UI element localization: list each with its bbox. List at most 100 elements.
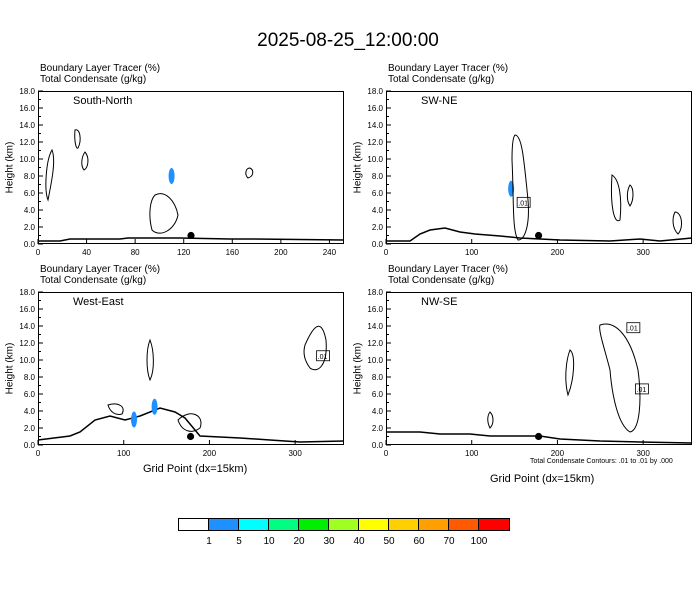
panel4-xlabel: Grid Point (dx=15km) [490, 473, 595, 485]
y-tick-label: 10.0 [367, 356, 383, 365]
x-tick-label: 100 [117, 449, 131, 458]
panel3-field-title-1: Boundary Layer Tracer (%) [40, 264, 161, 275]
y-tick-label: 4.0 [372, 407, 384, 416]
y-tick-label: 10.0 [19, 356, 35, 365]
y-tick-label: 16.0 [19, 104, 35, 113]
colorbar-swatch [449, 519, 479, 530]
y-tick-label: 2.0 [372, 424, 384, 433]
x-tick-label: 40 [82, 248, 91, 257]
x-tick-label: 160 [226, 248, 240, 257]
x-tick-label: 300 [636, 449, 650, 458]
tracer-region [151, 398, 158, 415]
condensate-contour [74, 129, 81, 149]
x-tick-label: 200 [551, 248, 565, 257]
colorbar-label: 100 [470, 536, 488, 547]
y-tick-label: 4.0 [24, 407, 36, 416]
y-tick-label: 12.0 [367, 138, 383, 147]
y-tick-label: 14.0 [19, 121, 35, 130]
colorbar-label: 30 [323, 536, 335, 547]
panel4-field-title-2: Total Condensate (g/kg) [388, 275, 495, 286]
condensate-contour [45, 148, 55, 202]
terrain-line [386, 227, 693, 242]
contour-label-box [316, 350, 330, 362]
colorbar-swatch [179, 519, 209, 530]
condensate-contour [107, 403, 124, 415]
x-tick-label: 0 [384, 248, 389, 257]
condensate-contour [611, 174, 622, 222]
colorbar-swatch [389, 519, 419, 530]
panel2-field-title-1: Boundary Layer Tracer (%) [388, 63, 509, 74]
condensate-contour [599, 323, 641, 433]
colorbar-label: 10 [263, 536, 275, 547]
x-tick-label: 240 [323, 248, 337, 257]
y-tick-label: 2.0 [24, 424, 36, 433]
colorbar-swatch [329, 519, 359, 530]
contour-label: .01 [637, 387, 647, 394]
colorbar-swatch [419, 519, 449, 530]
panel4-field-title-1: Boundary Layer Tracer (%) [388, 264, 509, 275]
y-tick-label: 8.0 [24, 373, 36, 382]
y-tick-label: 12.0 [367, 339, 383, 348]
panel2-field-title-2: Total Condensate (g/kg) [388, 74, 495, 85]
x-tick-label: 120 [177, 248, 191, 257]
colorbar-swatch [269, 519, 299, 530]
terrain-line [38, 237, 345, 242]
y-tick-label: 2.0 [24, 223, 36, 232]
location-marker [534, 231, 543, 240]
colorbar-label: 40 [353, 536, 365, 547]
colorbar-swatch [209, 519, 239, 530]
tracer-region [168, 168, 175, 184]
condensate-contour [626, 184, 634, 207]
colorbar-label: 1 [206, 536, 212, 547]
y-tick-label: 2.0 [372, 223, 384, 232]
terrain-line [37, 407, 345, 443]
condensate-contour [146, 338, 154, 382]
y-tick-label: 14.0 [19, 322, 35, 331]
panel1-field-title-1: Boundary Layer Tracer (%) [40, 63, 161, 74]
contour-label: .01 [628, 326, 638, 333]
x-tick-label: 100 [465, 248, 479, 257]
terrain-line [386, 431, 693, 444]
page-title: 2025-08-25_12:00:00 [257, 30, 439, 51]
y-tick-label: 0.0 [372, 441, 384, 450]
y-tick-label: 10.0 [367, 155, 383, 164]
y-tick-label: 12.0 [19, 339, 35, 348]
y-tick-label: 0.0 [24, 441, 36, 450]
panel-label: South-North [73, 95, 133, 107]
panel-south-north: South-North [38, 91, 344, 244]
colorbar-label: 50 [383, 536, 395, 547]
x-tick-label: 80 [131, 248, 140, 257]
condensate-contour [149, 193, 179, 234]
y-tick-label: 8.0 [372, 172, 384, 181]
y-tick-label: 6.0 [372, 390, 384, 399]
condensate-contour [511, 134, 529, 241]
location-marker [186, 432, 195, 441]
colorbar-swatch [239, 519, 269, 530]
y-tick-label: 6.0 [24, 189, 36, 198]
condensate-contour [487, 411, 494, 429]
y-tick-label: 0.0 [24, 240, 36, 249]
y-tick-label: 6.0 [24, 390, 36, 399]
location-marker [534, 432, 543, 441]
tracer-region [131, 411, 137, 428]
colorbar-swatch [299, 519, 329, 530]
y-tick-label: 6.0 [372, 189, 384, 198]
colorbar-label: 60 [413, 536, 425, 547]
condensate-contour [672, 211, 683, 235]
x-tick-label: 0 [384, 449, 389, 458]
y-tick-label: 18.0 [19, 288, 35, 297]
contour-label-box [516, 196, 531, 208]
contour-label-box [626, 322, 641, 334]
contour-label: .01 [318, 354, 328, 361]
colorbar-label: 5 [236, 536, 242, 547]
contour-label-box [635, 383, 649, 395]
y-tick-label: 16.0 [367, 104, 383, 113]
x-tick-label: 300 [636, 248, 650, 257]
x-tick-label: 0 [36, 248, 41, 257]
x-tick-label: 100 [465, 449, 479, 458]
y-tick-label: 18.0 [367, 288, 383, 297]
location-marker [187, 231, 195, 240]
y-tick-label: 16.0 [367, 305, 383, 314]
panel-label: West-East [73, 296, 124, 308]
